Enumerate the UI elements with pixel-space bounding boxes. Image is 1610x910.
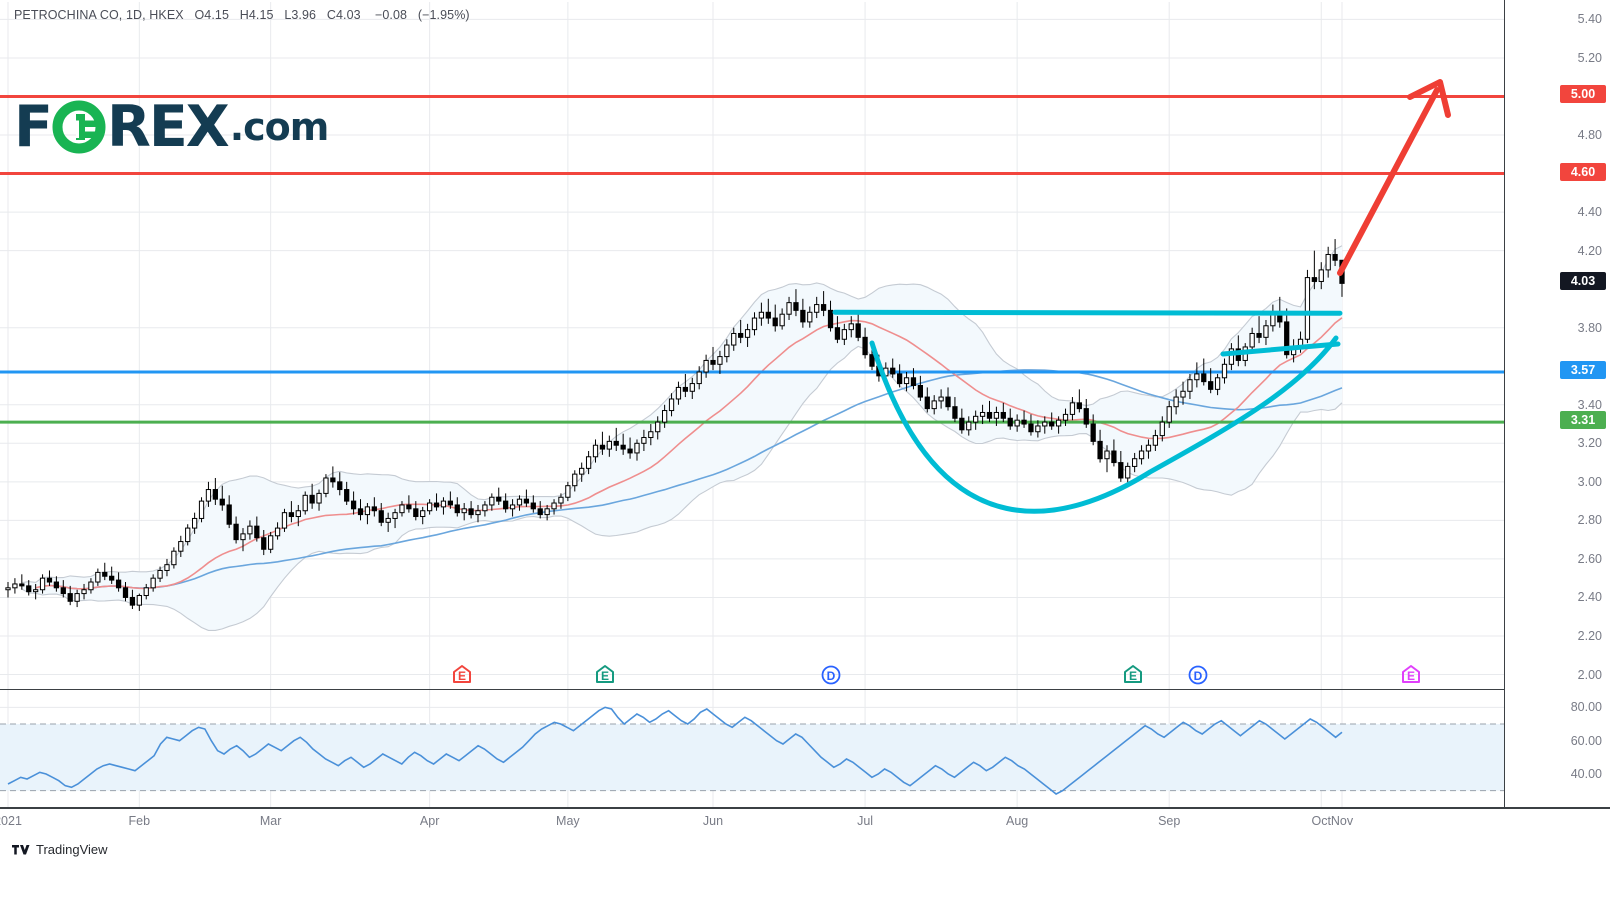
level-price-badge[interactable]: 4.60 <box>1560 162 1606 181</box>
earnings-marker[interactable]: E <box>594 663 616 687</box>
price-tick: 2.80 <box>1577 513 1602 528</box>
legend-change: −0.08 <box>374 8 408 22</box>
time-tick: Mar <box>259 814 282 828</box>
shield-badge-icon <box>596 665 614 683</box>
time-tick: Jun <box>702 814 724 828</box>
event-marker-label: E <box>1406 669 1415 683</box>
price-tick: 4.80 <box>1577 128 1602 143</box>
time-tick: Feb <box>128 814 151 828</box>
circle-badge-icon <box>821 665 841 685</box>
shield-badge-icon <box>1124 665 1142 683</box>
price-tick: 3.20 <box>1577 436 1602 451</box>
time-tick: Oct <box>1311 814 1331 828</box>
earnings-marker[interactable]: E <box>1400 663 1422 687</box>
rsi-pane[interactable] <box>0 690 1504 808</box>
earnings-marker[interactable]: E <box>1122 663 1144 687</box>
tradingview-label: TradingView <box>36 842 108 857</box>
dividend-marker[interactable]: D <box>820 663 842 687</box>
time-tick: Aug <box>1006 814 1029 828</box>
price-axis[interactable]: 2.00 2.20 2.40 2.60 2.80 3.00 3.20 3.40 3.80 4.20… <box>1504 0 1610 690</box>
rsi-tick: 60.00 <box>1570 733 1602 748</box>
legend-change-percent: (−1.95%) <box>417 8 470 22</box>
rsi-tick: 40.00 <box>1570 767 1602 781</box>
tradingview-logo-icon <box>12 844 30 854</box>
legend-interval[interactable]: 1D, <box>125 8 146 22</box>
circle-badge-icon <box>1188 665 1208 685</box>
logo-euro-o-icon <box>52 100 106 154</box>
pane-divider[interactable] <box>0 689 1504 690</box>
event-marker-label: D <box>1193 669 1203 683</box>
level-price-badge[interactable]: 3.31 <box>1560 411 1606 430</box>
time-axis-divider <box>0 807 1610 809</box>
chart-legend: PETROCHINA CO, 1D, HKEX O4.15 H4.15 L3.9… <box>14 8 470 22</box>
price-tick: 2.60 <box>1577 551 1602 566</box>
legend-high: H4.15 <box>239 8 274 22</box>
shield-badge-icon <box>453 665 471 683</box>
price-tick: 3.40 <box>1577 397 1602 412</box>
rsi-tick: 80.00 <box>1570 700 1602 715</box>
event-marker-label: D <box>826 669 836 683</box>
earnings-marker[interactable]: E <box>451 663 473 687</box>
price-tick: 2.00 <box>1577 667 1602 682</box>
logo-letters-rex: REX <box>106 93 230 160</box>
price-tick: 3.80 <box>1577 320 1602 335</box>
dividend-marker[interactable]: D <box>1187 663 1209 687</box>
level-price-badge[interactable]: 3.57 <box>1560 361 1606 379</box>
price-axis-divider <box>1504 0 1505 808</box>
event-marker-label: E <box>600 669 609 683</box>
tradingview-attribution: TradingView <box>12 842 108 857</box>
price-tick: 5.40 <box>1577 12 1602 27</box>
rsi-chart-svg <box>0 690 1504 808</box>
time-tick: Sep <box>1158 814 1181 828</box>
time-tick: May <box>556 814 580 828</box>
event-marker-label: E <box>457 669 466 683</box>
price-tick: 2.20 <box>1577 628 1602 643</box>
forex-com-logo: F REX .com <box>14 93 330 160</box>
price-tick: 4.40 <box>1577 205 1602 220</box>
time-tick: Apr <box>419 814 440 828</box>
legend-low: L3.96 <box>284 8 317 22</box>
legend-exchange: HKEX <box>149 8 184 22</box>
logo-dotcom: .com <box>229 105 330 149</box>
price-tick: 4.20 <box>1577 243 1602 258</box>
price-tick: 2.40 <box>1577 590 1602 605</box>
price-chart-svg <box>0 2 1504 690</box>
shield-badge-icon <box>1402 665 1420 683</box>
price-tick: 5.20 <box>1577 50 1602 65</box>
price-tick: 3.00 <box>1577 474 1602 489</box>
level-price-badge[interactable]: 5.00 <box>1560 85 1606 104</box>
rsi-axis[interactable]: 80.00 60.00 40.00 <box>1504 690 1610 808</box>
legend-close: C4.03 <box>326 8 361 22</box>
legend-open: O4.15 <box>194 8 230 22</box>
event-marker-label: E <box>1128 669 1137 683</box>
legend-symbol[interactable]: PETROCHINA CO, <box>14 8 123 22</box>
price-pane[interactable] <box>0 2 1504 690</box>
logo-letter-f: F <box>14 93 53 160</box>
time-tick: Nov <box>1330 814 1354 828</box>
time-tick: Jul <box>857 814 874 828</box>
last-price-badge[interactable]: 4.03 <box>1560 272 1606 291</box>
time-tick: 2021 <box>0 814 22 828</box>
